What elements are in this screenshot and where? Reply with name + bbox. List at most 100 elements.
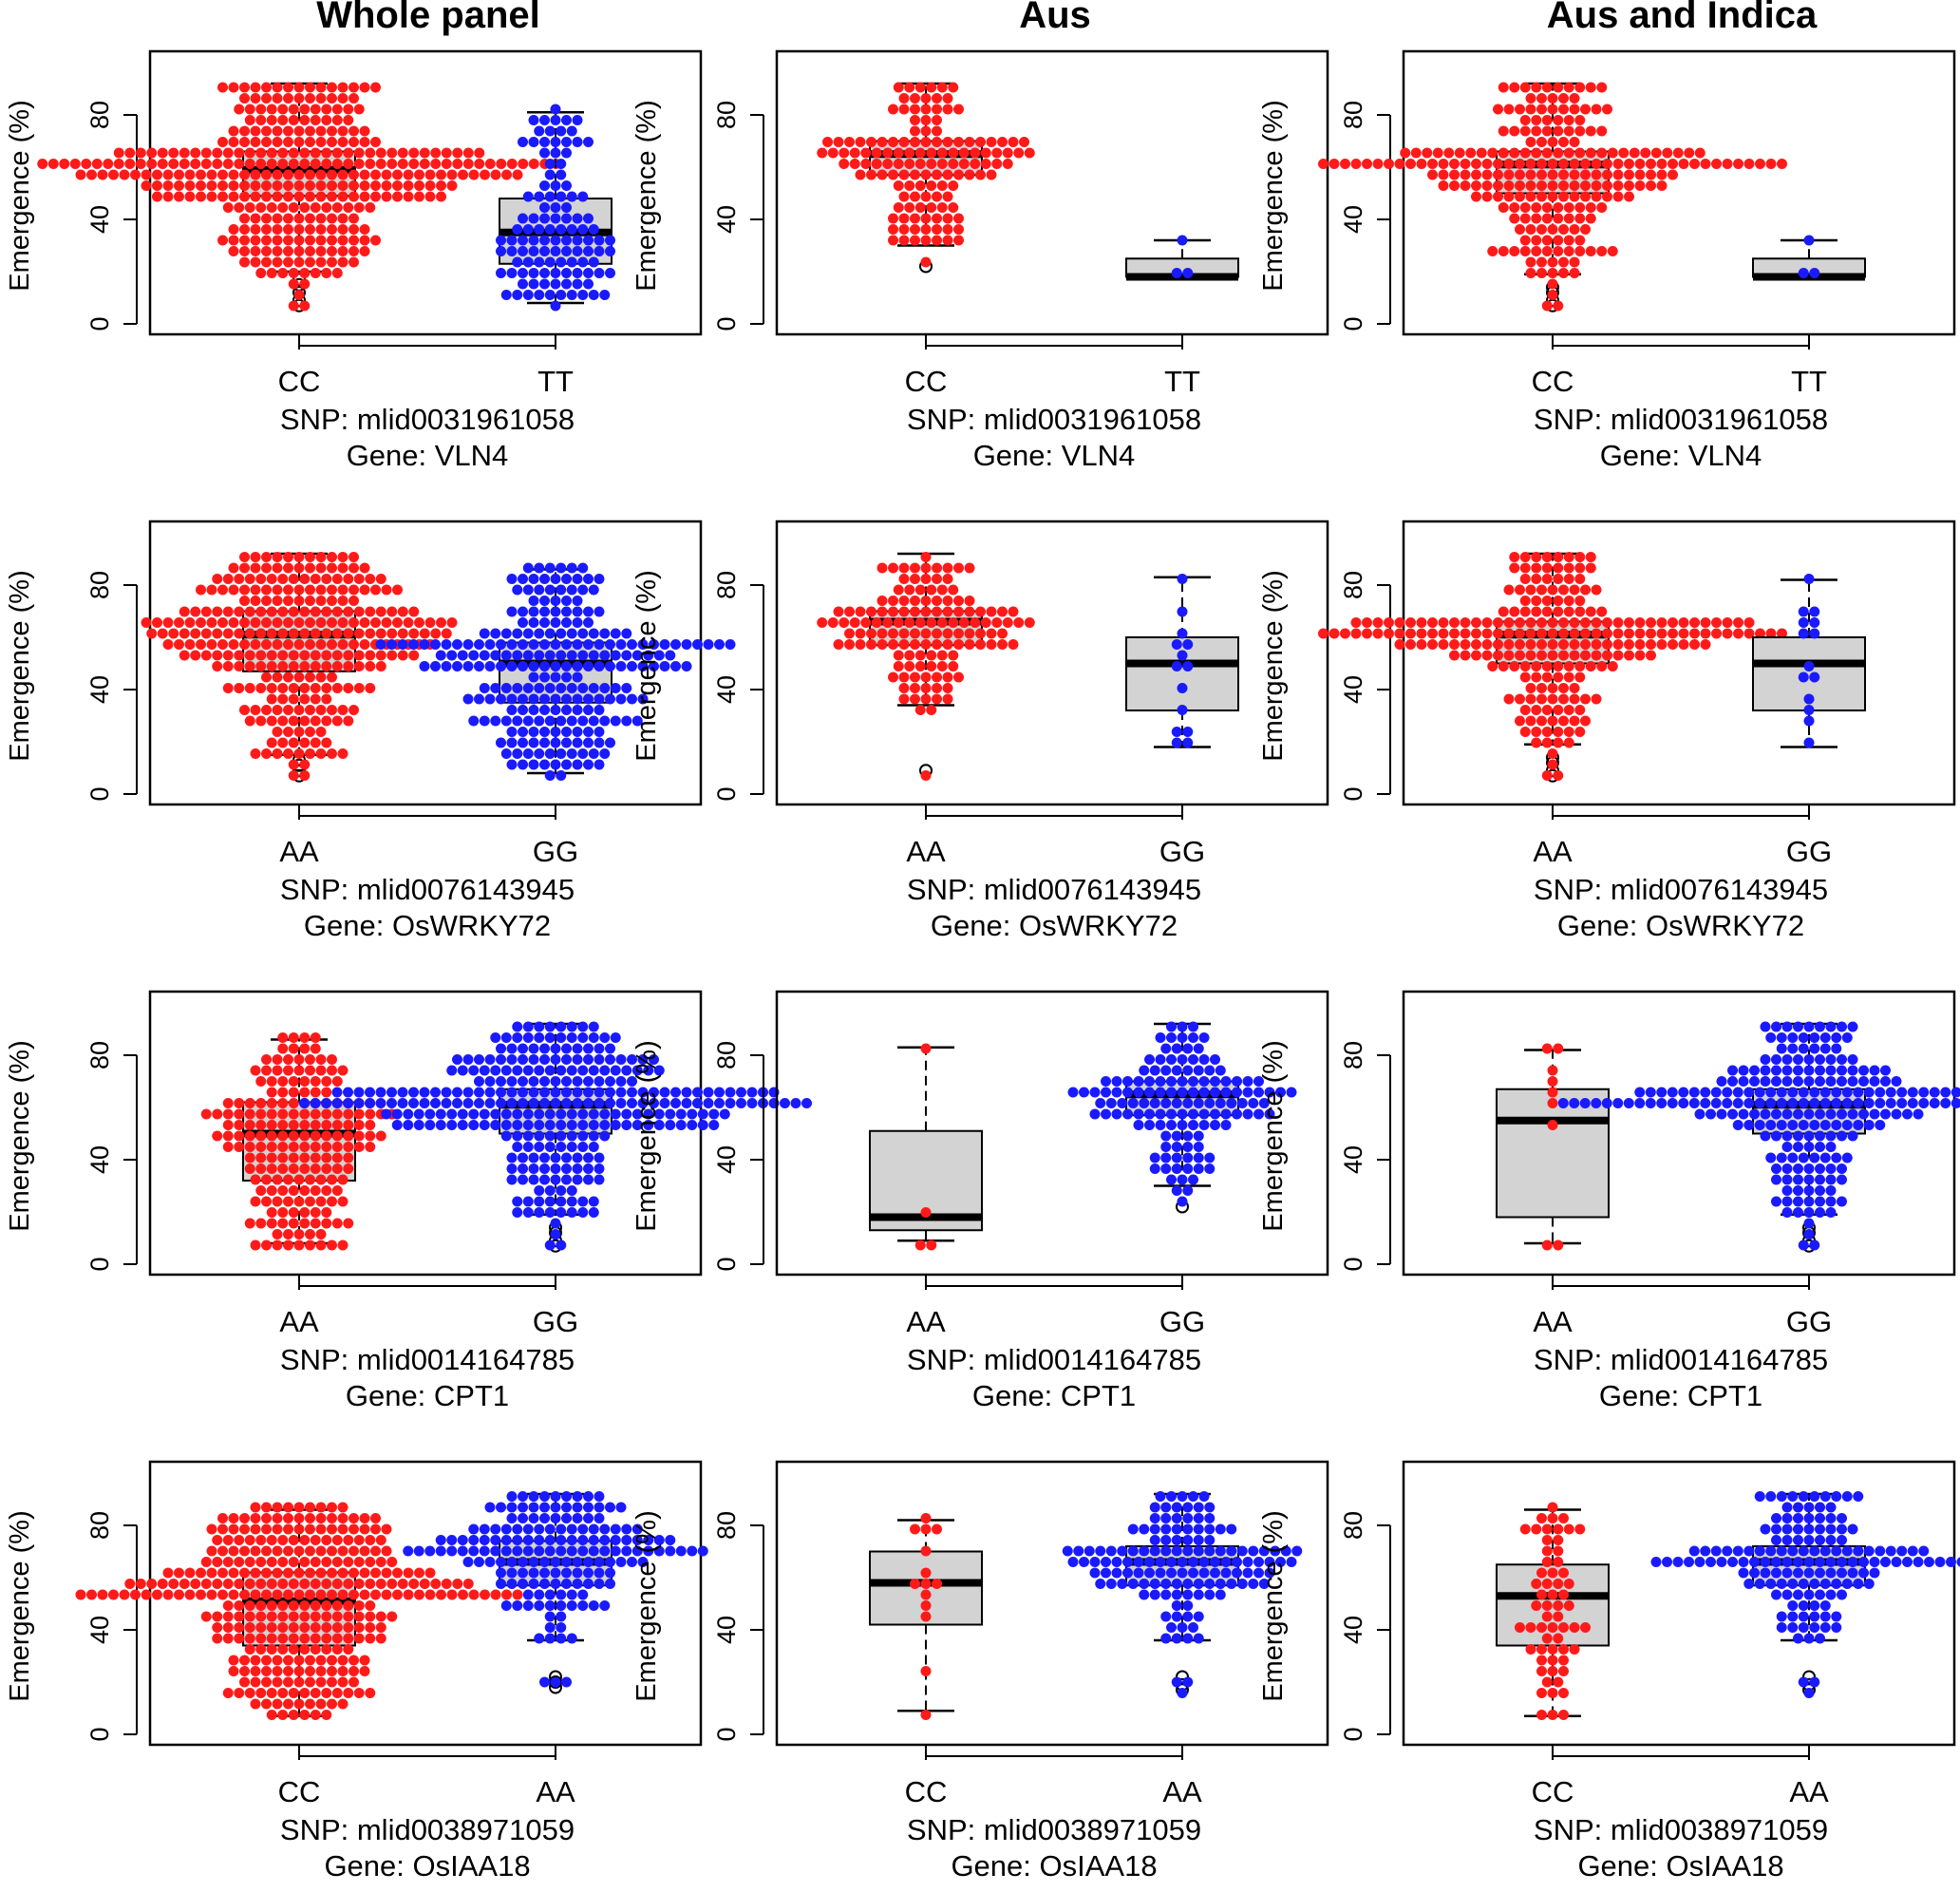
data-point bbox=[561, 693, 572, 705]
data-point bbox=[1541, 1579, 1553, 1589]
data-point bbox=[337, 93, 349, 104]
data-point bbox=[1493, 191, 1503, 202]
data-point bbox=[305, 584, 315, 596]
data-point bbox=[1553, 727, 1564, 737]
data-point bbox=[1771, 1513, 1781, 1523]
data-point bbox=[321, 1087, 332, 1098]
data-point bbox=[190, 628, 201, 639]
data-point bbox=[1825, 1535, 1837, 1545]
iqr-box bbox=[1125, 636, 1239, 711]
data-point bbox=[844, 137, 855, 147]
data-point bbox=[500, 748, 512, 759]
data-point bbox=[1803, 1523, 1815, 1535]
data-point bbox=[359, 584, 370, 596]
data-point bbox=[381, 180, 392, 191]
swarm-GG bbox=[1798, 574, 1820, 748]
data-point bbox=[266, 1579, 277, 1589]
data-point bbox=[255, 1130, 267, 1142]
data-point bbox=[544, 169, 556, 180]
data-point bbox=[932, 125, 942, 137]
data-point bbox=[321, 1142, 332, 1152]
data-point bbox=[1634, 180, 1646, 191]
data-point bbox=[550, 672, 561, 683]
data-point bbox=[1803, 1535, 1815, 1545]
data-point bbox=[522, 256, 534, 268]
data-point bbox=[239, 125, 250, 137]
plot-frame bbox=[775, 520, 1329, 806]
data-point bbox=[914, 202, 926, 213]
data-point bbox=[321, 1622, 332, 1633]
data-point bbox=[1825, 1589, 1837, 1600]
data-point bbox=[1547, 180, 1558, 191]
data-point bbox=[1547, 1710, 1558, 1720]
data-point bbox=[1793, 1065, 1803, 1076]
data-point bbox=[353, 1130, 365, 1142]
data-point bbox=[1531, 727, 1542, 737]
data-point bbox=[305, 672, 315, 683]
data-point bbox=[703, 1087, 714, 1098]
data-point bbox=[408, 1579, 420, 1589]
data-point bbox=[1095, 1579, 1106, 1589]
data-point bbox=[566, 1600, 577, 1611]
data-point bbox=[1133, 1076, 1144, 1087]
data-point bbox=[1787, 1600, 1799, 1611]
data-point bbox=[577, 1535, 589, 1545]
data-point bbox=[179, 628, 190, 639]
data-point bbox=[534, 290, 545, 300]
data-point bbox=[228, 1666, 239, 1676]
data-point bbox=[490, 1120, 501, 1130]
data-point bbox=[1188, 1622, 1198, 1633]
data-point bbox=[550, 1076, 561, 1087]
data-point bbox=[936, 650, 948, 661]
data-point bbox=[1210, 1054, 1220, 1065]
data-point bbox=[500, 1065, 512, 1076]
data-point bbox=[266, 1557, 277, 1567]
data-point bbox=[1198, 1108, 1210, 1120]
data-point bbox=[217, 1545, 228, 1557]
data-point bbox=[556, 125, 567, 137]
swarm-CC bbox=[37, 82, 561, 312]
data-point bbox=[288, 1130, 299, 1142]
data-point bbox=[1155, 1108, 1166, 1120]
data-point bbox=[1493, 159, 1503, 169]
data-point bbox=[561, 213, 572, 224]
data-point bbox=[244, 115, 255, 125]
data-point bbox=[1563, 596, 1574, 606]
data-point bbox=[261, 180, 272, 191]
data-point bbox=[1787, 1622, 1799, 1633]
data-point bbox=[1694, 1557, 1706, 1567]
data-point bbox=[534, 1185, 545, 1196]
data-point bbox=[244, 1108, 255, 1120]
data-point bbox=[926, 159, 937, 169]
y-tick-label: 40 bbox=[712, 1145, 741, 1174]
data-point bbox=[261, 1655, 272, 1666]
data-point bbox=[239, 639, 250, 650]
data-point bbox=[414, 1589, 424, 1600]
data-point bbox=[572, 596, 583, 606]
data-point bbox=[539, 1043, 550, 1054]
data-point bbox=[643, 1065, 654, 1076]
data-point bbox=[1585, 213, 1596, 224]
data-point bbox=[490, 1065, 501, 1076]
data-point bbox=[500, 715, 512, 727]
data-point bbox=[953, 104, 964, 115]
data-point bbox=[1585, 246, 1596, 256]
data-point bbox=[124, 159, 136, 169]
data-point bbox=[250, 1589, 261, 1600]
data-point bbox=[599, 1108, 611, 1120]
data-point bbox=[1242, 1108, 1253, 1120]
data-point bbox=[920, 639, 932, 650]
data-point bbox=[1182, 639, 1194, 650]
data-point bbox=[1105, 1098, 1117, 1108]
data-point bbox=[1946, 1557, 1956, 1567]
data-point bbox=[359, 562, 370, 574]
data-point bbox=[381, 617, 392, 628]
data-point bbox=[353, 661, 365, 672]
data-point bbox=[1188, 1567, 1198, 1579]
data-point bbox=[222, 159, 234, 169]
data-point bbox=[1144, 1108, 1155, 1120]
data-point bbox=[1798, 1098, 1809, 1108]
data-point bbox=[583, 1054, 594, 1065]
data-point bbox=[266, 147, 277, 159]
